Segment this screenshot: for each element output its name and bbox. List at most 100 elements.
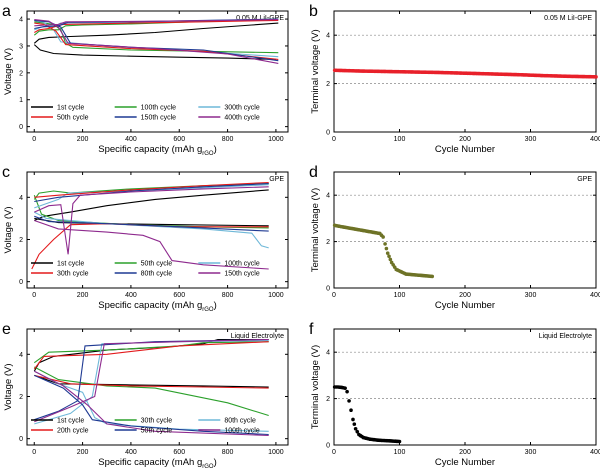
series-line-discharge: [34, 211, 269, 249]
series-line-discharge: [34, 374, 269, 388]
series-line-discharge: [34, 219, 269, 270]
legend-label: 80th cycle: [141, 271, 173, 278]
series-line-charge: [34, 340, 269, 425]
data-point: [594, 75, 598, 79]
panel-title: Liquid Electrolyte: [539, 333, 592, 340]
y-tick-label: 2: [326, 396, 330, 403]
y-axis-label: Voltage (V): [3, 48, 14, 95]
series-line-discharge: [33, 44, 276, 60]
series-line-discharge: [34, 374, 269, 389]
x-tick-label: 200: [459, 449, 471, 456]
data-point: [387, 254, 391, 259]
y-tick-label: 3: [19, 43, 23, 50]
y-axis-label: Terminal voltage (V): [310, 345, 321, 429]
series-line-charge: [34, 186, 269, 255]
legend-label: 150th cycle: [141, 115, 177, 122]
y-axis-label: Terminal voltage (V): [310, 29, 321, 113]
data-point: [347, 399, 351, 403]
panel-c: 0 200 400 600 800 1000 0 2 4 c GPE Specific capacit…: [2, 164, 289, 313]
data-point: [353, 426, 358, 431]
y-tick-label: 2: [19, 394, 23, 401]
panel-d: 0 100 200 300 400 0 2 4 d GPE Cycle Number Terminal…: [309, 164, 600, 311]
plot-frame: [26, 328, 289, 446]
y-tick-label: 4: [326, 33, 330, 40]
y-tick-label: 1: [19, 97, 23, 104]
panel-title: GPE: [269, 176, 284, 183]
panel-b: 0 100 200 300 400 0 2 4 b 0.05 M LiI-GPE Cycle Num…: [309, 3, 600, 155]
legend-label: 50th cycle: [57, 115, 89, 122]
data-point: [345, 389, 349, 394]
data-point: [385, 251, 390, 255]
panel-title: Liquid Electrolyte: [231, 333, 284, 340]
data-point: [383, 242, 387, 246]
y-tick-label: 4: [19, 352, 23, 359]
x-tick-label: 600: [173, 292, 185, 299]
panel-title: GPE: [577, 176, 592, 183]
x-tick-label: 300: [525, 449, 537, 456]
legend-label: 20th cycle: [57, 428, 89, 435]
panel-title: 0.05 M LiI-GPE: [236, 15, 284, 22]
series-line-charge: [34, 181, 269, 198]
data-point: [343, 386, 347, 390]
plot-frame: [26, 171, 289, 289]
x-tick-label: 0: [332, 449, 336, 456]
y-axis-label: Voltage (V): [3, 364, 14, 411]
x-axis-label: Cycle Number: [435, 144, 495, 155]
series-line-discharge: [34, 215, 269, 232]
y-tick-label: 0: [326, 443, 330, 450]
panel-e: 0 200 400 600 800 1000 0 2 4 e Liquid Electrolyte S…: [2, 321, 289, 470]
data-point: [351, 417, 355, 422]
x-tick-label: 400: [125, 292, 137, 299]
x-tick-label: 400: [125, 449, 137, 456]
legend-label: 50th cycle: [141, 261, 173, 268]
x-tick-label: 200: [459, 292, 471, 299]
plot-frame: [333, 328, 597, 446]
x-axis-label: Cycle Number: [435, 300, 495, 311]
x-tick-label: 800: [222, 136, 234, 143]
legend-label: 100th cycle: [224, 261, 260, 268]
legend-label: 30th cycle: [57, 271, 89, 278]
y-tick-label: 2: [19, 70, 23, 77]
x-tick-label: 0: [32, 136, 36, 143]
series-line-charge: [34, 189, 269, 222]
series-line-charge: [33, 341, 269, 370]
series-line-discharge: [34, 370, 269, 437]
legend-label: 50th cycle: [141, 428, 173, 435]
series-line-discharge: [34, 22, 279, 60]
series-line-charge: [34, 338, 269, 423]
x-tick-label: 800: [222, 449, 234, 456]
x-tick-label: 800: [222, 292, 234, 299]
x-tick-label: 1000: [268, 292, 284, 299]
data-point: [430, 274, 435, 279]
y-tick-label: 0: [19, 279, 23, 286]
x-tick-label: 0: [332, 136, 336, 143]
y-tick-label: 0: [326, 286, 330, 293]
legend-label: 300th cycle: [224, 105, 260, 112]
x-axis-label: Specific capacity (mAh grGO): [98, 300, 217, 313]
plot-frame: [333, 171, 597, 289]
legend-label: 30th cycle: [141, 418, 173, 425]
x-tick-label: 0: [32, 292, 36, 299]
x-tick-label: 200: [459, 136, 471, 143]
x-tick-label: 600: [173, 136, 185, 143]
legend-label: 1st cycle: [57, 105, 84, 112]
panel-letter: a: [2, 3, 11, 20]
series-line-discharge: [34, 19, 279, 64]
series-line-charge: [33, 22, 279, 44]
plot-frame: [26, 10, 289, 133]
x-tick-label: 300: [525, 136, 537, 143]
x-tick-label: 1000: [268, 136, 284, 143]
x-axis-label: Specific capacity (mAh grGO): [98, 457, 217, 470]
panel-title: 0.05 M LiI-GPE: [544, 15, 592, 22]
series-line-discharge: [34, 374, 269, 436]
y-tick-label: 4: [19, 17, 23, 24]
legend-label: 100th cycle: [141, 105, 177, 112]
panel-letter: d: [309, 164, 318, 181]
data-point: [349, 408, 353, 413]
y-tick-label: 0: [19, 436, 23, 443]
x-tick-label: 400: [125, 136, 137, 143]
x-tick-label: 600: [173, 449, 185, 456]
y-tick-label: 2: [326, 81, 330, 88]
data-point: [381, 235, 385, 239]
y-tick-label: 4: [19, 195, 23, 202]
